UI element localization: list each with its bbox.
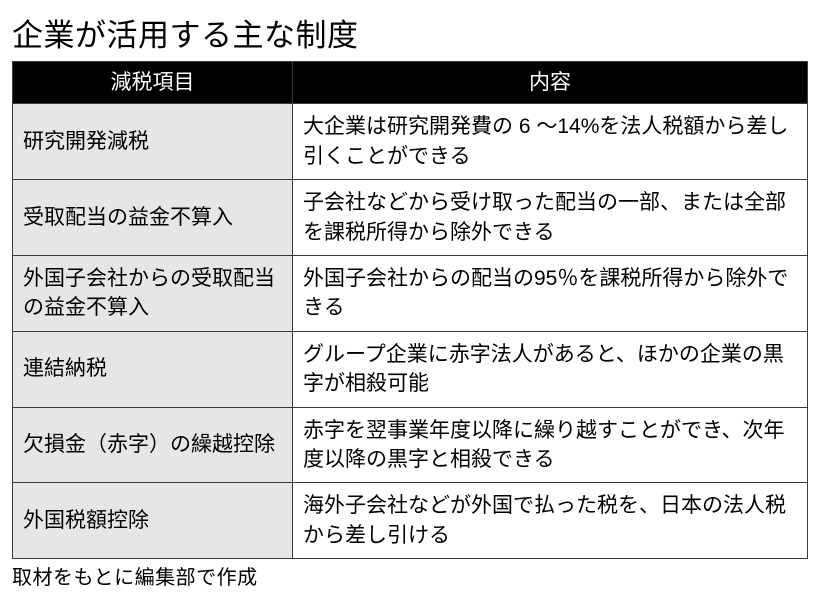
cell-description: グループ企業に赤字法人があると、ほかの企業の黒字が相殺可能 [293, 331, 808, 407]
cell-item: 外国子会社からの受取配当の益金不算入 [13, 255, 293, 331]
header-description: 内容 [293, 62, 808, 104]
table-row: 受取配当の益金不算入 子会社などから受け取った配当の一部、または全部を課税所得か… [13, 180, 808, 256]
footnote: 取材をもとに編集部で作成 [12, 561, 808, 590]
page-title: 企業が活用する主な制度 [12, 10, 808, 55]
cell-description: 外国子会社からの配当の95％を課税所得から除外できる [293, 255, 808, 331]
cell-description: 赤字を翌事業年度以降に繰り越すことができ、次年度以降の黒字と相殺できる [293, 407, 808, 483]
cell-item: 研究開発減税 [13, 104, 293, 180]
cell-item: 受取配当の益金不算入 [13, 180, 293, 256]
cell-description: 海外子会社などが外国で払った税を、日本の法人税から差し引ける [293, 483, 808, 559]
table-header-row: 減税項目 内容 [13, 62, 808, 104]
header-item: 減税項目 [13, 62, 293, 104]
cell-description: 子会社などから受け取った配当の一部、または全部を課税所得から除外できる [293, 180, 808, 256]
table-row: 研究開発減税 大企業は研究開発費の 6 〜14%を法人税額から差し引くことができ… [13, 104, 808, 180]
tax-systems-table: 減税項目 内容 研究開発減税 大企業は研究開発費の 6 〜14%を法人税額から差… [12, 61, 808, 559]
table-row: 外国税額控除 海外子会社などが外国で払った税を、日本の法人税から差し引ける [13, 483, 808, 559]
cell-description: 大企業は研究開発費の 6 〜14%を法人税額から差し引くことができる [293, 104, 808, 180]
table-row: 連結納税 グループ企業に赤字法人があると、ほかの企業の黒字が相殺可能 [13, 331, 808, 407]
cell-item: 連結納税 [13, 331, 293, 407]
cell-item: 外国税額控除 [13, 483, 293, 559]
cell-item: 欠損金（赤字）の繰越控除 [13, 407, 293, 483]
table-row: 欠損金（赤字）の繰越控除 赤字を翌事業年度以降に繰り越すことができ、次年度以降の… [13, 407, 808, 483]
table-row: 外国子会社からの受取配当の益金不算入 外国子会社からの配当の95％を課税所得から… [13, 255, 808, 331]
